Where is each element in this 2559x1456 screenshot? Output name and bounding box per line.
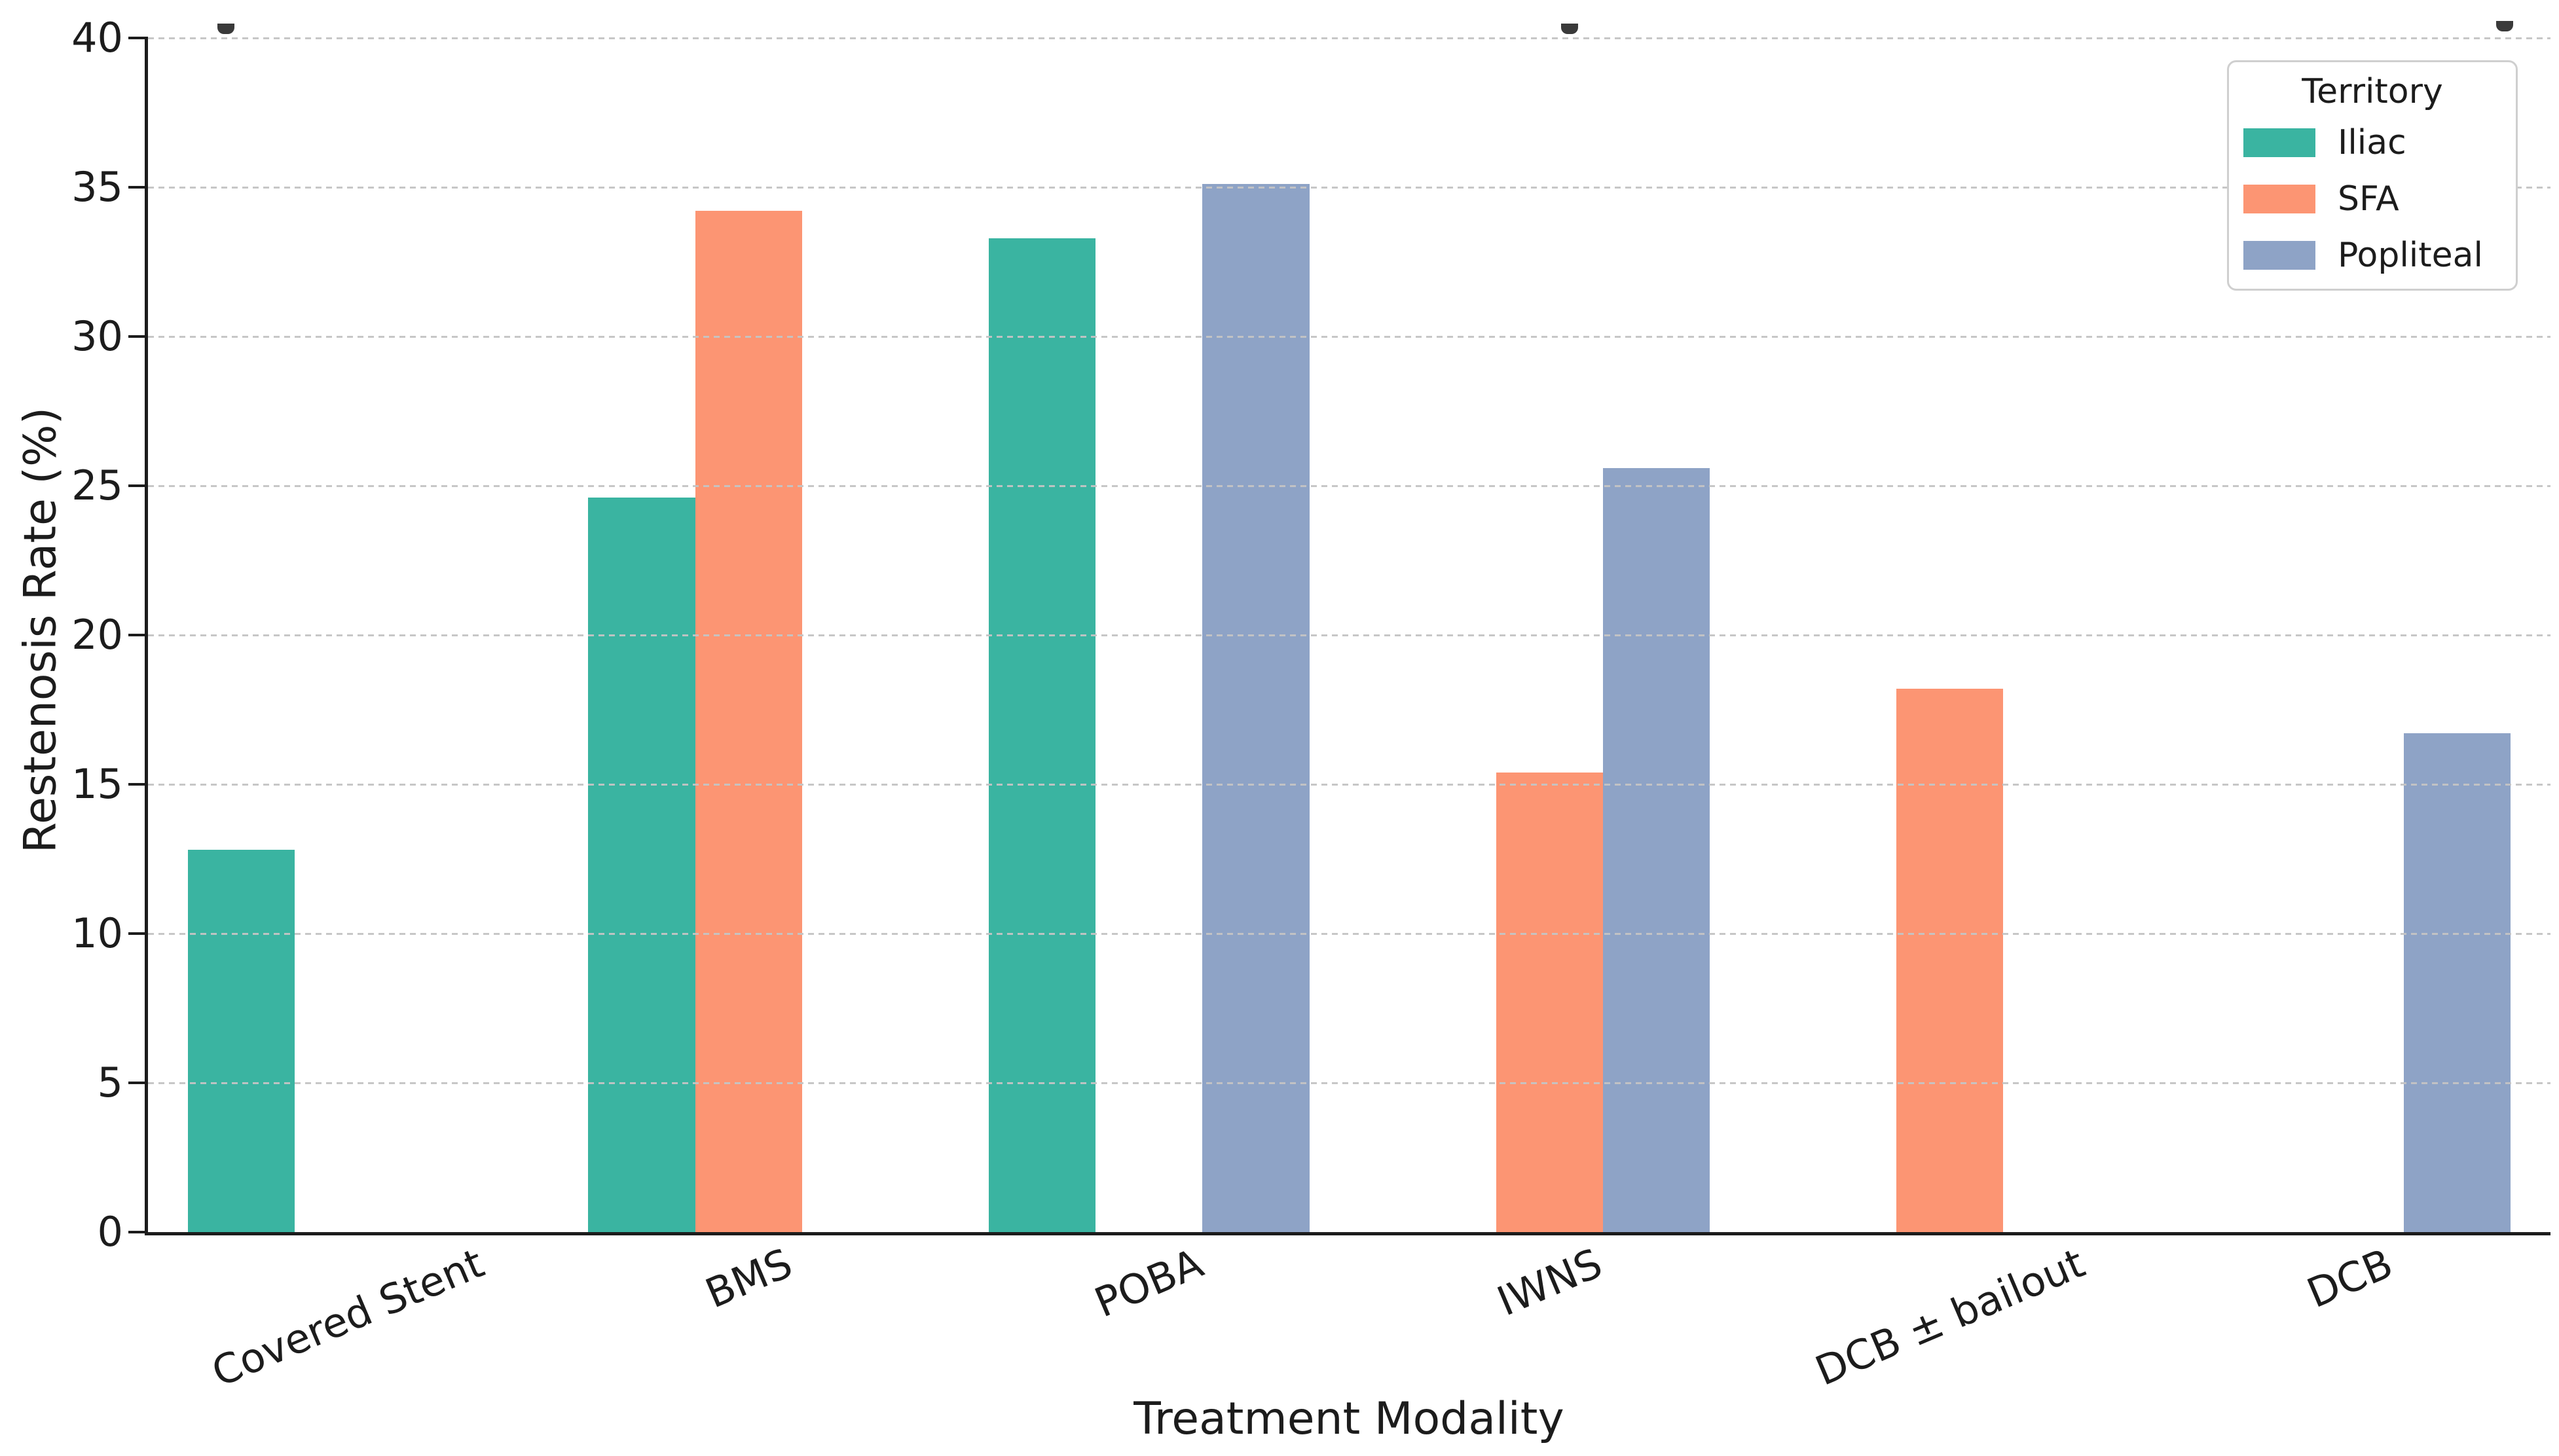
x-tick-label: IWNS (1490, 1239, 1609, 1326)
y-tick-label: 5 (97, 1059, 123, 1106)
y-tick-mark-20 (128, 634, 147, 636)
y-tick-mark-25 (128, 484, 147, 487)
y-tick-label: 20 (71, 611, 123, 659)
cropped-title-fragment (2496, 21, 2513, 31)
y-tick-mark-5 (128, 1082, 147, 1084)
y-tick-label: 35 (71, 163, 123, 211)
legend-label: SFA (2338, 179, 2399, 219)
y-tick-mark-30 (128, 335, 147, 338)
bar-iliac-0 (187, 850, 295, 1232)
legend-swatch-popliteal (2243, 241, 2315, 270)
legend-label: Popliteal (2338, 236, 2483, 275)
y-tick-label: 25 (71, 462, 123, 509)
cropped-title-fragment (217, 24, 234, 34)
y-tick-mark-35 (128, 186, 147, 189)
cropped-title-fragment (1561, 24, 1578, 34)
y-tick-label: 10 (71, 909, 123, 957)
gridline-y-15 (148, 783, 2550, 786)
x-axis-line (145, 1232, 2550, 1235)
gridline-y-10 (148, 932, 2550, 935)
gridline-y-40 (148, 37, 2550, 39)
legend-items: Iliac SFA Popliteal (2243, 115, 2516, 283)
bar-popliteal-2 (1202, 184, 1310, 1232)
legend-title: Territory (2302, 72, 2443, 111)
y-tick-label: 40 (71, 14, 123, 62)
bar-popliteal-3 (1602, 467, 1710, 1232)
y-tick-mark-40 (128, 37, 147, 39)
x-tick-label: Covered Stent (205, 1239, 491, 1397)
legend-label: Iliac (2338, 123, 2406, 162)
bar-sfa-3 (1496, 772, 1603, 1232)
bar-iliac-2 (988, 238, 1096, 1232)
y-tick-label: 30 (71, 312, 123, 360)
y-tick-mark-10 (128, 932, 147, 935)
gridline-y-30 (148, 335, 2550, 338)
x-tick-label: DCB (2300, 1239, 2400, 1318)
x-tick-label: POBA (1088, 1239, 1210, 1327)
legend-item-iliac: Iliac (2243, 115, 2516, 171)
legend-swatch-iliac (2243, 128, 2315, 157)
x-axis-title: Treatment Modality (1133, 1393, 1564, 1445)
x-tick-label: DCB ± bailout (1808, 1239, 2091, 1396)
gridline-y-5 (148, 1082, 2550, 1084)
legend-item-popliteal: Popliteal (2243, 227, 2516, 283)
bar-sfa-1 (695, 211, 802, 1232)
gridline-y-20 (148, 634, 2550, 636)
bar-popliteal-5 (2403, 733, 2511, 1232)
legend-item-sfa: SFA (2243, 171, 2516, 227)
y-tick-label: 15 (71, 760, 123, 808)
gridline-y-35 (148, 186, 2550, 189)
x-tick-label: BMS (698, 1239, 799, 1318)
gridline-y-25 (148, 484, 2550, 487)
y-tick-mark-15 (128, 783, 147, 786)
legend-swatch-sfa (2243, 185, 2315, 213)
bar-iliac-1 (588, 498, 695, 1232)
y-tick-mark-0 (128, 1231, 147, 1233)
bar-sfa-4 (1896, 689, 2004, 1232)
legend: Territory Iliac SFA Popliteal (2227, 60, 2518, 291)
y-tick-label: 0 (97, 1208, 123, 1256)
